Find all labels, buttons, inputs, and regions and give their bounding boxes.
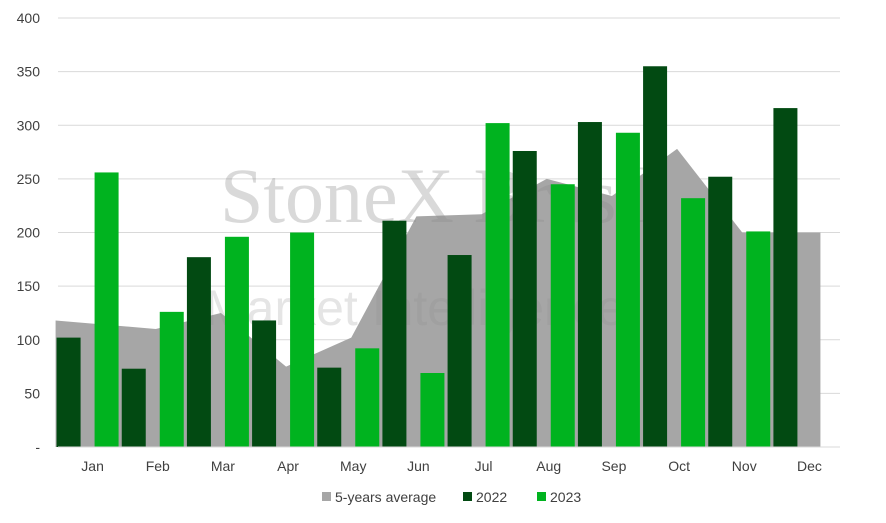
x-tick-label: May: [340, 458, 366, 474]
bar-2022: [56, 337, 81, 447]
bar-2022: [186, 257, 211, 447]
bar-2022: [512, 150, 537, 448]
bar-2023: [615, 132, 640, 447]
bars: [56, 66, 798, 448]
bar-2023: [290, 232, 315, 447]
y-axis-tick-labels: - 50 100 150 200 250 300 350 400: [17, 10, 41, 455]
bar-2023: [485, 123, 510, 447]
x-tick-label: Oct: [668, 458, 690, 474]
y-tick-label: 50: [24, 385, 40, 401]
x-tick-label: Apr: [277, 458, 299, 474]
legend-label: 2022: [476, 489, 507, 505]
legend-label: 5-years average: [335, 489, 436, 505]
x-tick-label: Dec: [797, 458, 822, 474]
legend-label: 2023: [550, 489, 581, 505]
bar-2022: [708, 176, 733, 448]
x-tick-label: Jan: [81, 458, 104, 474]
legend-swatch: [322, 492, 331, 501]
y-tick-label: -: [35, 439, 40, 455]
x-tick-label: Jun: [407, 458, 430, 474]
x-tick-label: Feb: [146, 458, 170, 474]
y-tick-label: 250: [17, 171, 41, 187]
bar-2022: [773, 108, 798, 447]
bar-2022: [317, 367, 342, 447]
bar-2023: [420, 372, 445, 447]
bar-2022: [447, 255, 472, 447]
legend-swatch: [537, 492, 546, 501]
x-tick-label: Jul: [475, 458, 493, 474]
legend-swatch: [463, 492, 472, 501]
legend: 5-years average 2022 2023: [322, 489, 581, 505]
bar-2022: [643, 66, 668, 447]
y-tick-label: 350: [17, 64, 41, 80]
bar-2023: [746, 231, 771, 447]
bar-2022: [252, 320, 277, 447]
bar-2023: [550, 184, 575, 448]
bar-2023: [355, 348, 380, 447]
bar-2023: [681, 198, 706, 447]
x-tick-label: Aug: [536, 458, 561, 474]
x-axis-tick-labels: Jan Feb Mar Apr May Jun Jul Aug Sep Oct Nov Dec: [81, 458, 822, 474]
y-tick-label: 150: [17, 278, 41, 294]
x-tick-label: Sep: [601, 458, 626, 474]
bar-2022: [382, 220, 407, 447]
y-tick-label: 100: [17, 332, 41, 348]
bar-2023: [224, 236, 249, 447]
x-tick-label: Nov: [732, 458, 757, 474]
x-tick-label: Mar: [211, 458, 235, 474]
bar-2023: [94, 172, 119, 447]
bar-2022: [577, 122, 602, 447]
y-tick-label: 300: [17, 117, 41, 133]
y-tick-label: 200: [17, 225, 41, 241]
y-tick-label: 400: [17, 10, 41, 26]
bar-2022: [121, 368, 146, 447]
bar-2023: [159, 311, 184, 447]
